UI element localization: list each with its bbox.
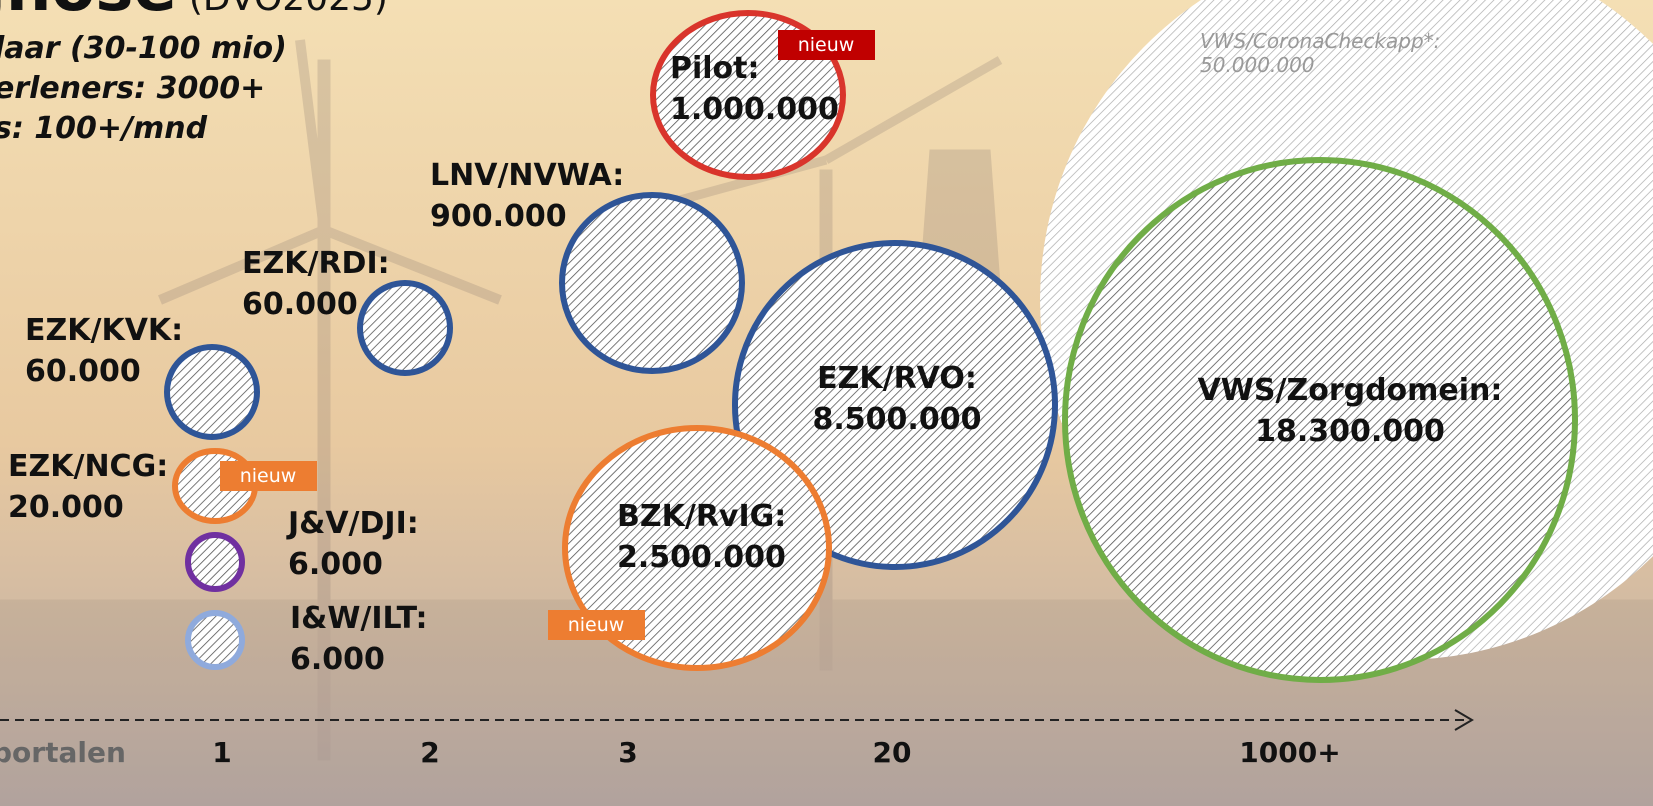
axis-tick-label: 3	[618, 736, 637, 769]
bubble	[188, 613, 242, 667]
bubble	[360, 283, 450, 373]
note-value: 50.000.000	[1200, 53, 1315, 77]
bubble	[167, 347, 257, 437]
header-line: laar (30-100 mio)	[0, 31, 287, 66]
bubble-name: J&V/DJI:	[286, 506, 419, 541]
bubble-value: 1.000.000	[670, 92, 839, 127]
bubble-value: 20.000	[8, 490, 124, 525]
bubble-value: 6.000	[290, 642, 385, 677]
bubble	[188, 535, 242, 589]
axis-tick-label: 2	[420, 736, 439, 769]
header-line: s: 100+/mnd	[0, 111, 208, 146]
title-text: gnose	[0, 0, 177, 26]
bubble-value: 60.000	[242, 287, 358, 322]
bubble-value: 18.300.000	[1255, 414, 1445, 449]
title-suffix: (DVO2025)	[189, 0, 388, 19]
bubble-name: EZK/RDI:	[242, 246, 390, 281]
badge-text: nieuw	[568, 614, 625, 636]
bubble-name: EZK/KVK:	[25, 313, 183, 348]
bubble-value: 900.000	[430, 199, 567, 234]
note-name: VWS/CoronaCheckapp*:	[1200, 29, 1440, 53]
bubble-value: 8.500.000	[813, 402, 982, 437]
slide: gnose (DVO2025) laar (30-100 mio) erlener…	[0, 0, 1653, 806]
badge-text: nieuw	[798, 34, 855, 56]
header-line: erleners: 3000+	[0, 71, 265, 106]
axis-tick-label: 20	[873, 736, 912, 769]
bubble-value: 60.000	[25, 354, 141, 389]
bubble	[562, 195, 742, 371]
bubble-name: EZK/NCG:	[8, 449, 168, 484]
bubble-value: 2.500.000	[617, 540, 786, 575]
bubble-name: LNV/NVWA:	[430, 158, 624, 193]
bubble-name: VWS/Zorgdomein:	[1198, 373, 1503, 408]
axis-tick-label: 1000+	[1239, 736, 1340, 769]
bubble-value: 6.000	[288, 547, 383, 582]
axis-label: portalen	[0, 736, 126, 769]
badge-text: nieuw	[240, 465, 297, 487]
bubble-name: BZK/RvIG:	[617, 499, 786, 534]
bubble-name: Pilot:	[670, 51, 760, 86]
axis-tick-label: 1	[212, 736, 231, 769]
bubble-name: I&W/ILT:	[290, 601, 428, 636]
bubble-name: EZK/RVO:	[817, 361, 977, 396]
